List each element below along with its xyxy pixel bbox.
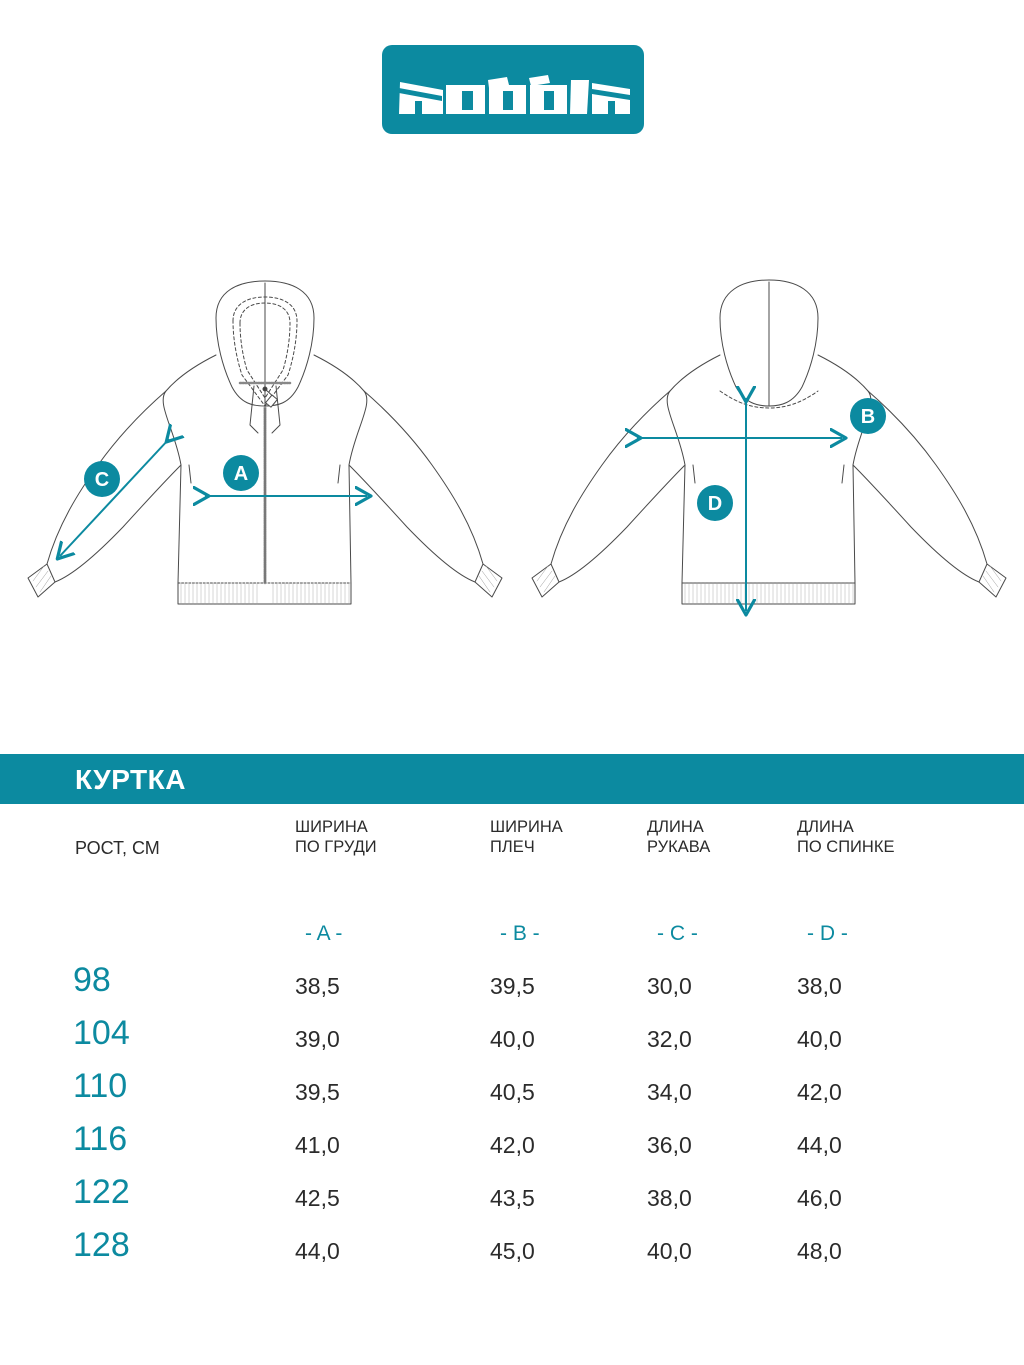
svg-text:A: A	[234, 463, 248, 485]
svg-text:C: C	[95, 469, 109, 491]
svg-text:D: D	[708, 493, 722, 515]
svg-text:B: B	[861, 406, 875, 428]
